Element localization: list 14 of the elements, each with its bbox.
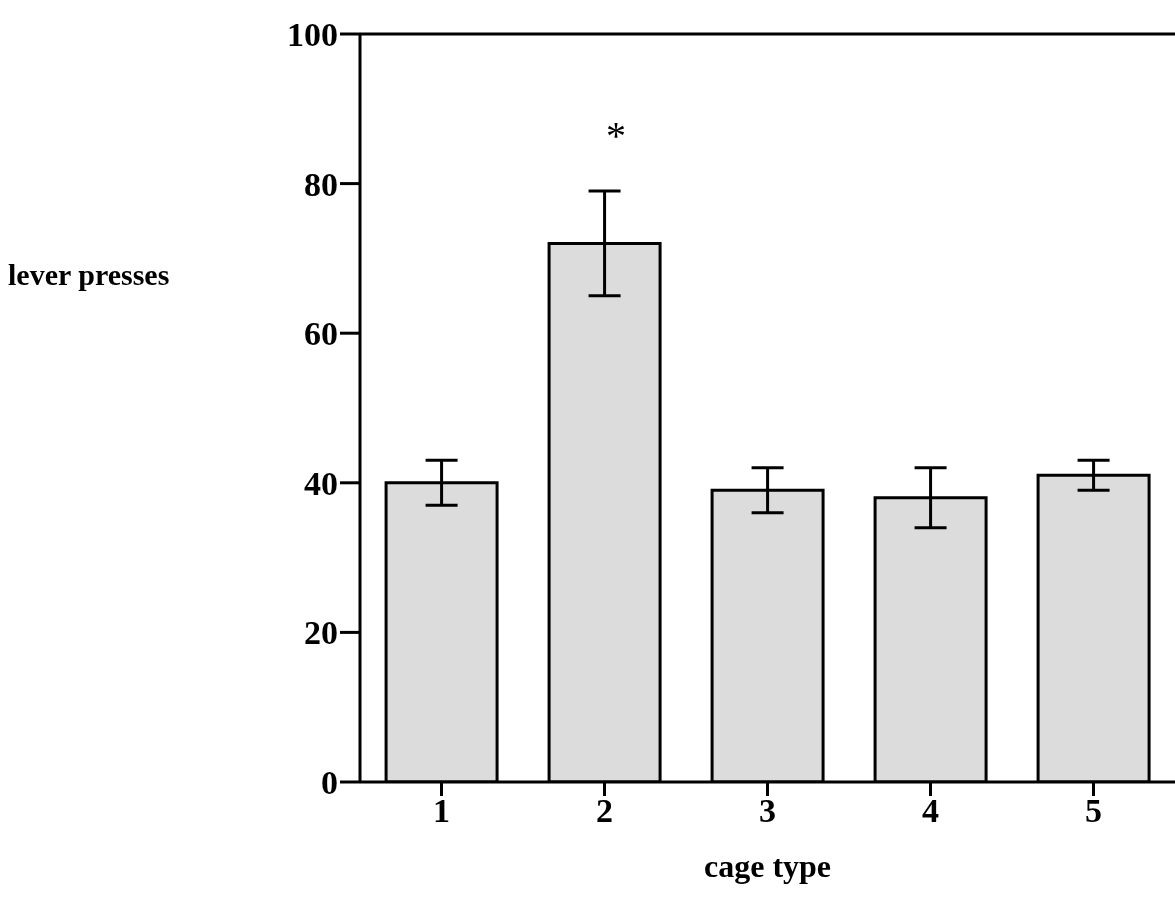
y-tick-label: 40 [304, 464, 338, 502]
x-axis-title: cage type [703, 847, 832, 884]
y-tick-label: 60 [304, 315, 338, 353]
y-axis-title: lever presses [8, 258, 170, 292]
x-tick-label: 4 [922, 792, 939, 830]
x-tick-label: 2 [596, 792, 613, 830]
y-tick-label: 80 [304, 165, 338, 203]
x-tick-label: 1 [433, 792, 450, 830]
y-tick-label: 100 [287, 16, 338, 54]
y-tick-label: 20 [304, 614, 338, 652]
y-tick-label: 0 [321, 764, 338, 802]
x-tick-label: 3 [759, 792, 776, 830]
x-tick-label: 5 [1085, 792, 1102, 830]
annotation: * [606, 113, 626, 158]
